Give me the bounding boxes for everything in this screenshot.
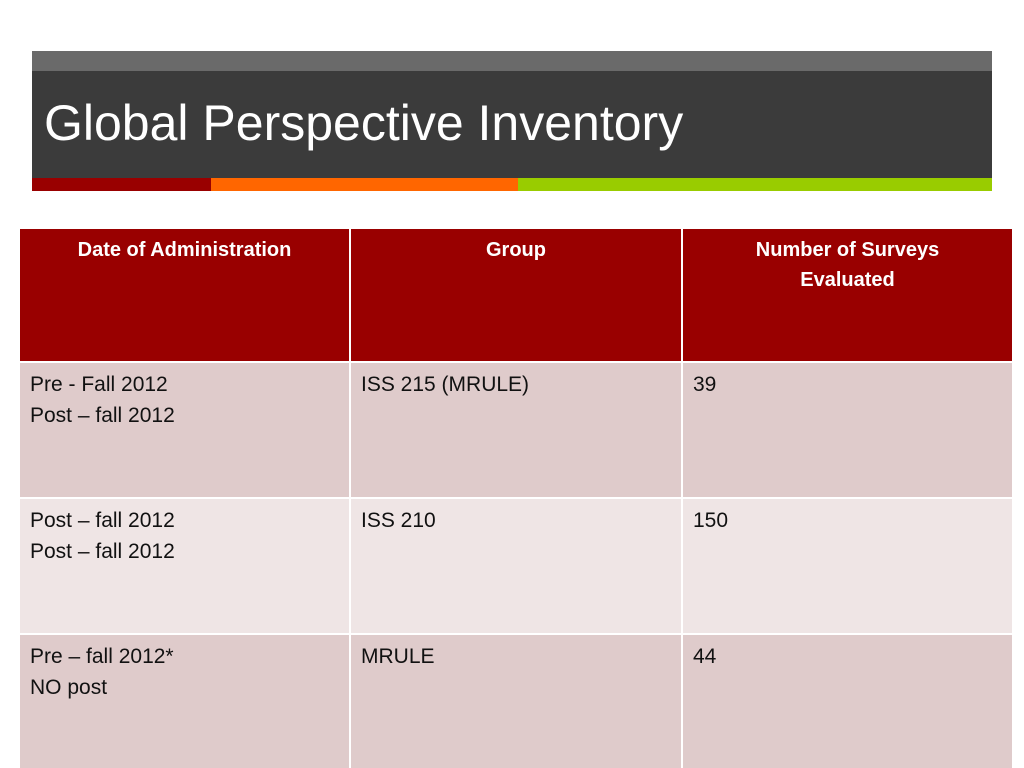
cell-group: ISS 215 (MRULE) [349, 361, 683, 499]
date-line: Pre - Fall 2012 [30, 373, 168, 396]
header-line: Group [486, 239, 546, 261]
date-line: Post – fall 2012 [30, 540, 175, 563]
table-row: Post – fall 2012 Post – fall 2012 ISS 21… [18, 497, 1014, 635]
header-line: Date of Administration [77, 239, 292, 261]
accent-segment-orange [211, 178, 518, 191]
cell-group: ISS 210 [349, 497, 683, 635]
date-line: Pre – fall 2012* [30, 645, 174, 668]
header-number-of-surveys: Number of Surveys Evaluated [681, 227, 1014, 363]
accent-segment-red [32, 178, 211, 191]
surveys-value: 150 [693, 509, 729, 532]
cell-group: MRULE [349, 633, 683, 768]
title-block: Global Perspective Inventory [32, 51, 992, 178]
surveys-value: 39 [693, 373, 717, 396]
cell-date: Post – fall 2012 Post – fall 2012 [18, 497, 351, 635]
date-line: Post – fall 2012 [30, 509, 175, 532]
slide-title: Global Perspective Inventory [44, 95, 684, 151]
header-date-of-administration: Date of Administration [18, 227, 351, 363]
table-header-row: Date of Administration Group Number of S… [18, 227, 1014, 363]
surveys-value: 44 [693, 645, 717, 668]
group-value: ISS 210 [361, 509, 436, 532]
header-group: Group [349, 227, 683, 363]
header-line: Number of Surveys [755, 239, 940, 261]
cell-surveys: 39 [681, 361, 1014, 499]
cell-date: Pre - Fall 2012 Post – fall 2012 [18, 361, 351, 499]
title-top-strip [32, 51, 992, 71]
cell-surveys: 150 [681, 497, 1014, 635]
cell-surveys: 44 [681, 633, 1014, 768]
date-line: Post – fall 2012 [30, 404, 175, 427]
accent-bar [32, 178, 992, 191]
group-value: ISS 215 (MRULE) [361, 373, 530, 396]
group-value: MRULE [361, 645, 435, 668]
date-line: NO post [30, 676, 108, 699]
accent-segment-green [518, 178, 992, 191]
table-row: Pre - Fall 2012 Post – fall 2012 ISS 215… [18, 361, 1014, 499]
surveys-table: Date of Administration Group Number of S… [18, 227, 1014, 768]
header-line: Evaluated [800, 269, 895, 291]
cell-date: Pre – fall 2012* NO post [18, 633, 351, 768]
table-row: Pre – fall 2012* NO post MRULE 44 [18, 633, 1014, 768]
